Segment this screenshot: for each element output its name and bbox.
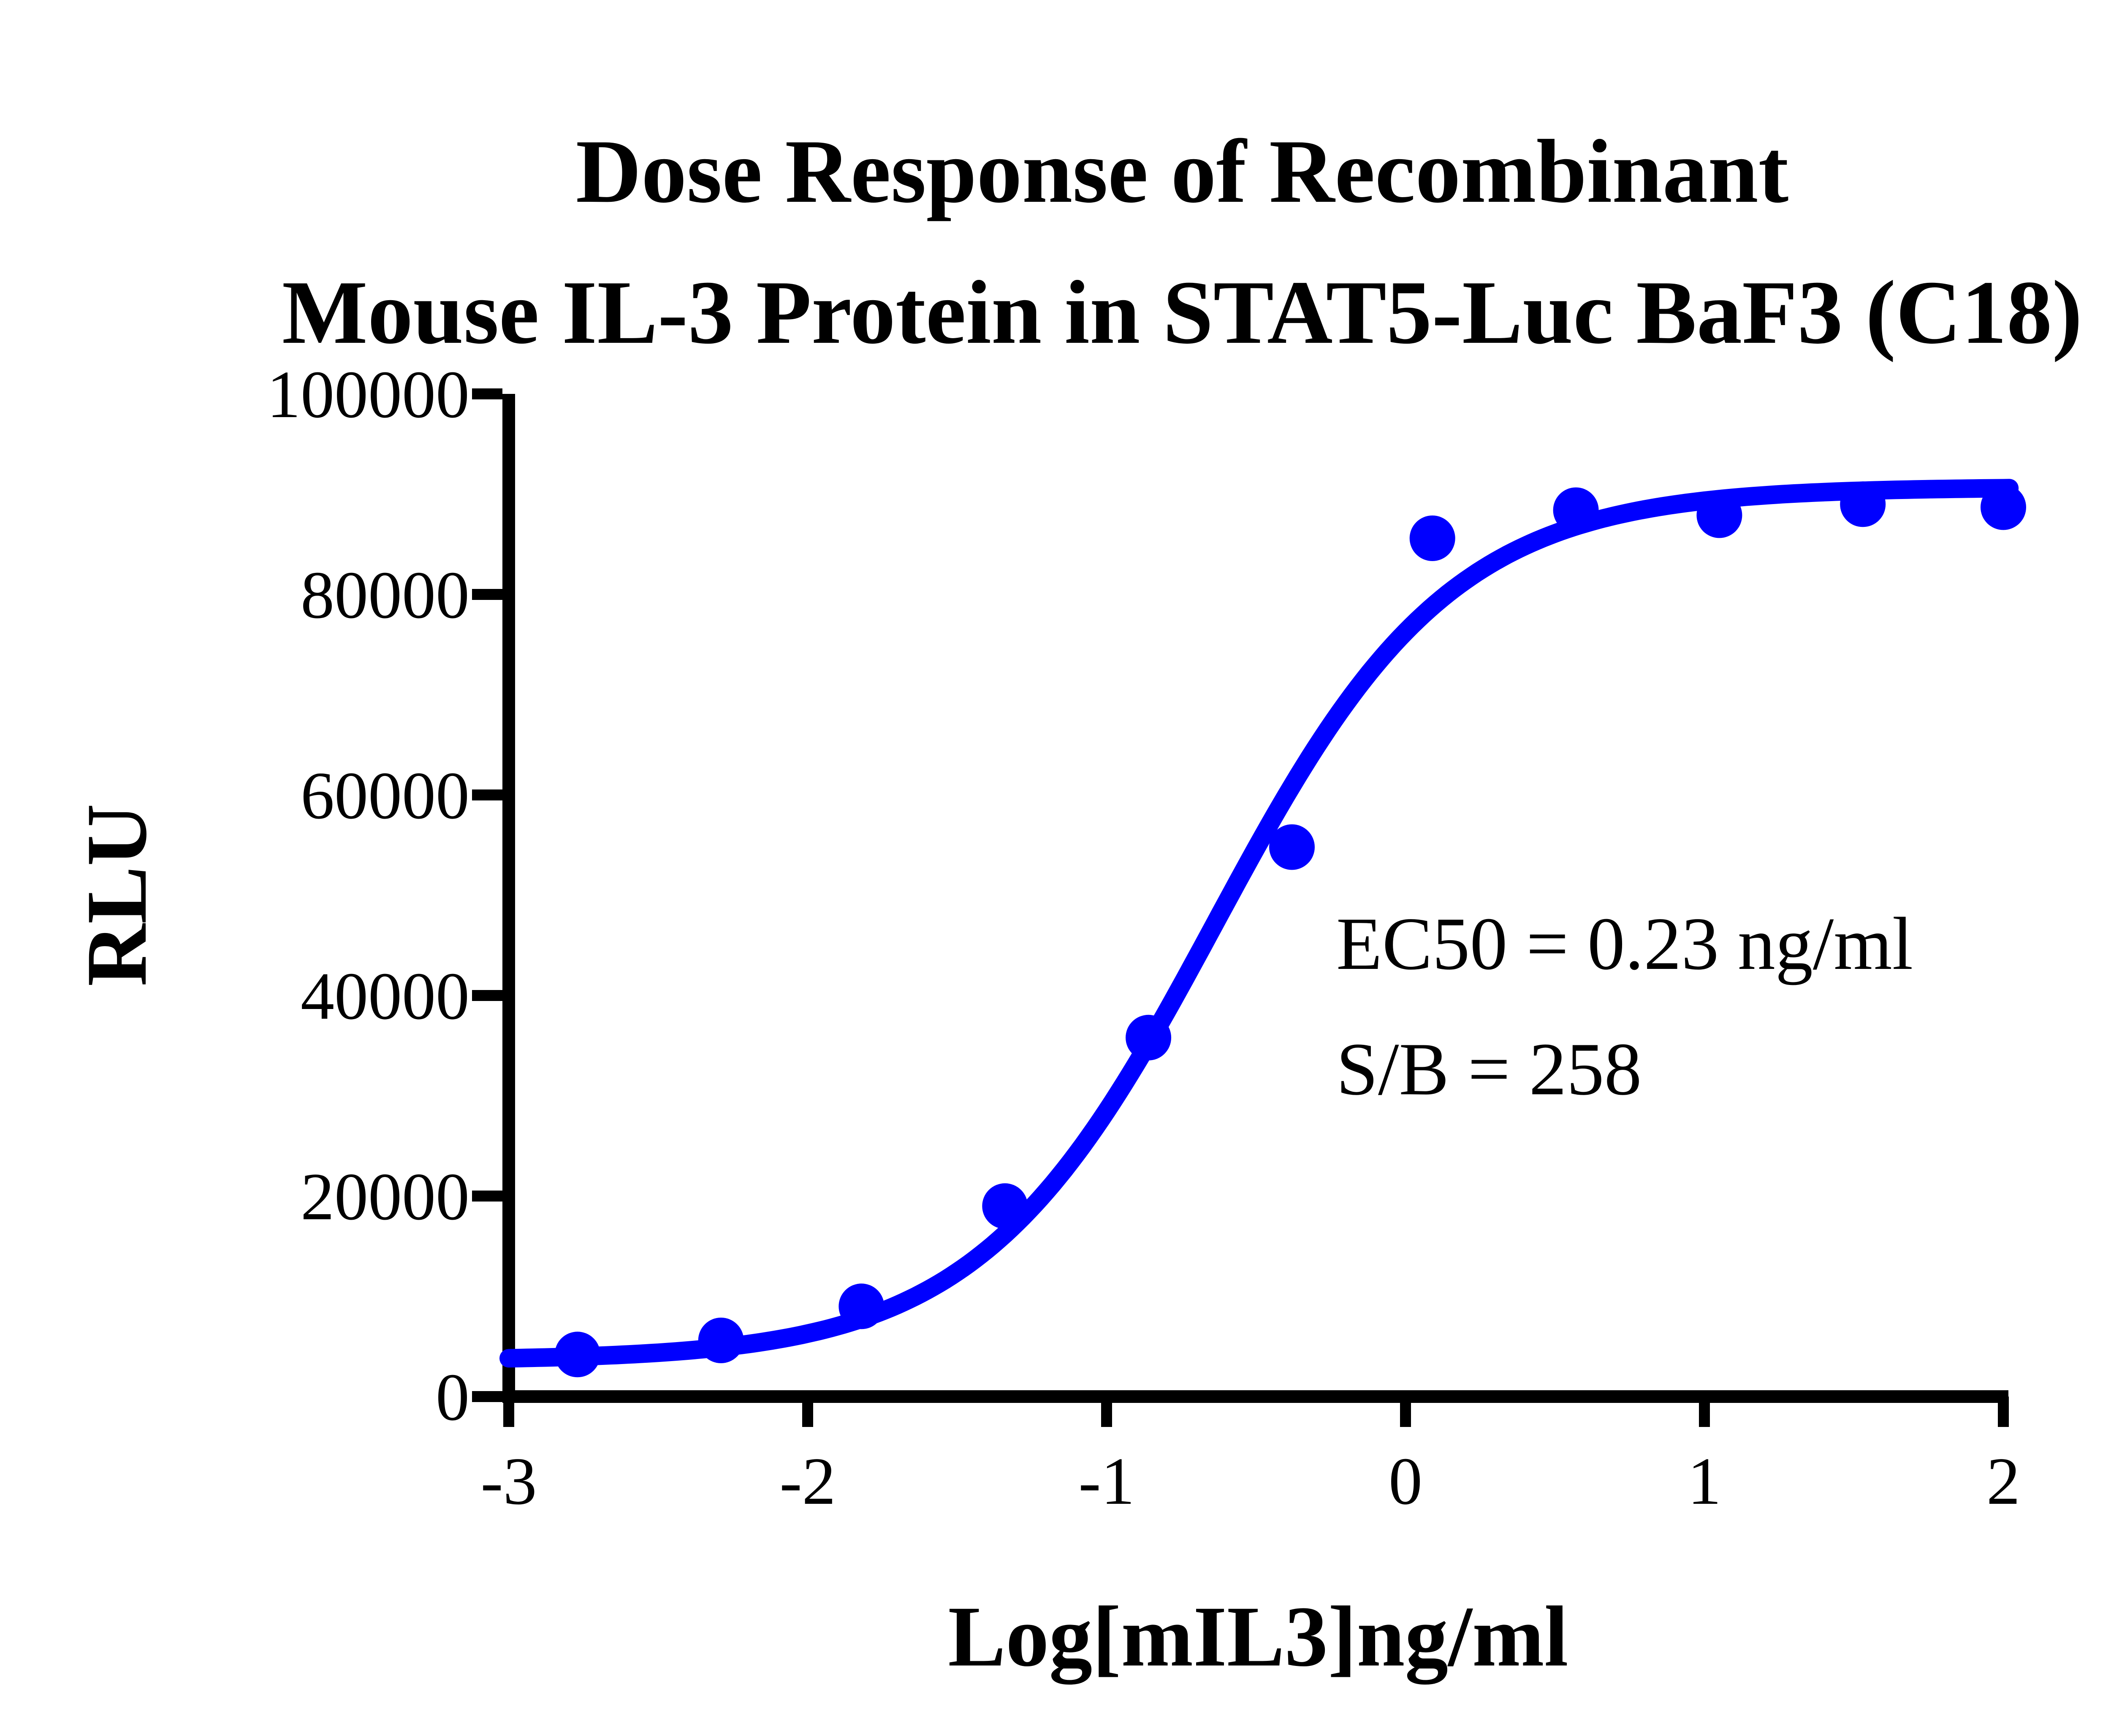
data-point — [698, 1318, 744, 1363]
data-point — [1553, 487, 1599, 533]
y-tick-label: 40000 — [301, 958, 469, 1033]
y-axis-title: RLU — [69, 804, 165, 987]
data-point — [838, 1283, 885, 1329]
data-point — [1840, 481, 1886, 527]
data-point — [1696, 492, 1742, 538]
data-point — [982, 1183, 1028, 1229]
y-tick-label: 100000 — [267, 357, 469, 432]
chart-title-line-2: Mouse IL-3 Protein in STAT5-Luc BaF3 (C1… — [282, 262, 2082, 363]
signal-background-annotation: S/B = 258 — [1336, 1027, 1642, 1111]
y-tick-label: 60000 — [301, 758, 469, 833]
x-tick-label: -2 — [779, 1443, 836, 1519]
data-point — [1409, 515, 1455, 561]
x-axis-title: Log[mIL3]ng/ml — [948, 1589, 1568, 1684]
y-tick-label: 20000 — [301, 1159, 469, 1234]
chart-title-line-1: Dose Response of Recombinant — [576, 121, 1789, 222]
x-tick-label: 2 — [1986, 1443, 2020, 1519]
y-tick-label: 80000 — [301, 557, 469, 632]
data-point — [1981, 484, 2026, 530]
x-tick-label: 0 — [1389, 1443, 1422, 1519]
data-point — [1269, 824, 1315, 870]
data-point — [554, 1332, 600, 1378]
ec50-annotation: EC50 = 0.23 ng/ml — [1336, 902, 1913, 985]
fit-curve — [499, 479, 2019, 1368]
x-tick-label: -1 — [1078, 1443, 1134, 1519]
x-tick-label: 1 — [1688, 1443, 1721, 1519]
data-points — [554, 481, 2026, 1378]
x-tick-label: -3 — [480, 1443, 537, 1519]
y-tick-label: 0 — [436, 1359, 469, 1435]
data-point — [1126, 1014, 1172, 1061]
axes: -3 -2 -1 0 1 2 0 20000 40000 60000 80000 100000 — [267, 357, 2020, 1519]
